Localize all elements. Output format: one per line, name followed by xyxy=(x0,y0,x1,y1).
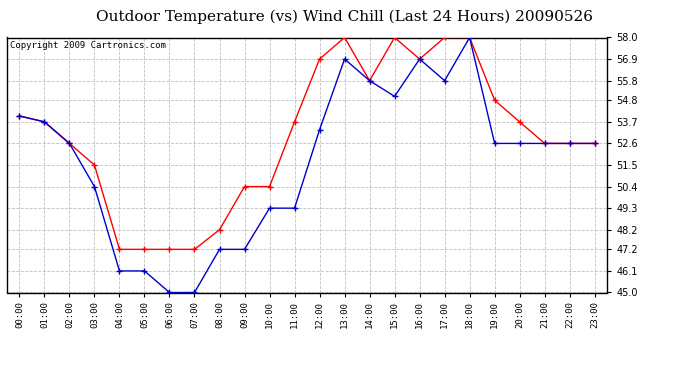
Text: Outdoor Temperature (vs) Wind Chill (Last 24 Hours) 20090526: Outdoor Temperature (vs) Wind Chill (Las… xyxy=(97,9,593,24)
Text: Copyright 2009 Cartronics.com: Copyright 2009 Cartronics.com xyxy=(10,41,166,50)
